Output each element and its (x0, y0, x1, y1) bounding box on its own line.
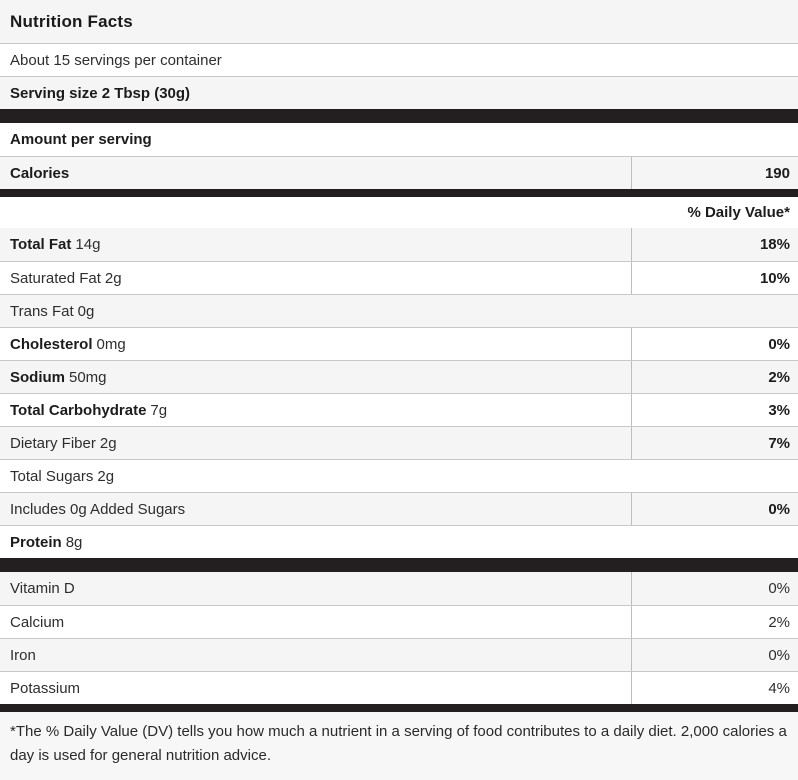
daily-value: 2% (768, 613, 790, 631)
daily-value: 18% (759, 236, 790, 253)
nutrient-amount: 2g (104, 269, 122, 287)
nutrient-name: Saturated Fat (10, 269, 101, 287)
nutrient-name: Total Carbohydrate (10, 401, 147, 419)
nutrient-name: Protein (10, 533, 62, 551)
section-bar-thin (0, 704, 798, 712)
nutrient-row: Protein 8g (0, 525, 798, 558)
nutrient-row: Total Fat 14g 18% (0, 228, 798, 261)
vitamin-row: Iron 0% (0, 638, 798, 671)
vitamin-name: Iron (10, 646, 36, 664)
nutrient-amount: 0g (77, 302, 95, 320)
serving-size-row: Serving size 2 Tbsp (30g) (0, 76, 798, 109)
daily-value-cell: 2% (631, 606, 798, 638)
vitamin-row: Calcium 2% (0, 605, 798, 638)
daily-value: 10% (759, 269, 790, 287)
daily-value-cell: 7% (631, 427, 798, 459)
daily-value-footnote: *The % Daily Value (DV) tells you how mu… (0, 712, 798, 780)
daily-value: 7% (768, 434, 790, 452)
section-bar-thick (0, 109, 798, 123)
amount-per-serving: Amount per serving (10, 131, 152, 148)
nutrient-amount: 2g (97, 467, 115, 485)
daily-value: 3% (768, 401, 790, 419)
nutrient-rows: Total Fat 14g 18% Saturated Fat 2g 10% Tra… (0, 228, 798, 558)
daily-value: 0% (768, 500, 790, 518)
vitamin-row: Vitamin D 0% (0, 572, 798, 605)
nutrient-name: Cholesterol (10, 335, 93, 353)
daily-value-cell: 0% (631, 639, 798, 671)
daily-value-cell: 18% (631, 228, 798, 261)
nutrient-row: Saturated Fat 2g 10% (0, 261, 798, 294)
nutrient-amount: 0mg (96, 335, 126, 353)
nutrient-name: Total Sugars (10, 467, 94, 485)
daily-value-cell: 3% (631, 394, 798, 426)
nutrient-amount: 7g (150, 401, 168, 419)
label-title: Nutrition Facts (10, 11, 133, 31)
daily-value: 0% (768, 335, 790, 353)
nutrient-name: Includes 0g Added Sugars (10, 500, 186, 518)
daily-value: 0% (768, 646, 790, 664)
vitamin-name: Calcium (10, 613, 65, 631)
servings-per-container-row: About 15 servings per container (0, 43, 798, 76)
servings-per-container: About 15 servings per container (10, 51, 222, 69)
nutrient-amount: 2g (99, 434, 117, 452)
nutrient-name: Total Fat (10, 236, 72, 253)
nutrient-name: Dietary Fiber (10, 434, 96, 452)
nutrient-amount: 14g (75, 236, 101, 253)
vitamin-row: Potassium 4% (0, 671, 798, 704)
daily-value-cell: 0% (631, 572, 798, 605)
serving-size: Serving size 2 Tbsp (30g) (10, 84, 191, 102)
daily-value: 4% (768, 679, 790, 697)
vitamin-name: Vitamin D (10, 580, 75, 597)
label-header: Nutrition Facts (0, 0, 798, 43)
nutrient-row: Total Carbohydrate 7g 3% (0, 393, 798, 426)
daily-value: 0% (768, 580, 790, 597)
nutrient-name: Trans Fat (10, 302, 74, 320)
daily-value-cell: 2% (631, 361, 798, 393)
daily-value-cell: 0% (631, 328, 798, 360)
section-bar-thin (0, 189, 798, 197)
calories-row: Calories 190 (0, 156, 798, 189)
vitamin-name: Potassium (10, 679, 81, 697)
daily-value-cell: 4% (631, 672, 798, 704)
daily-value-header-row: % Daily Value* (0, 197, 798, 228)
nutrient-row: Trans Fat 0g (0, 294, 798, 327)
calories-label: Calories (10, 164, 70, 182)
nutrient-row: Dietary Fiber 2g 7% (0, 426, 798, 459)
section-bar-thick (0, 558, 798, 572)
nutrient-row: Total Sugars 2g (0, 459, 798, 492)
vitamin-rows: Vitamin D 0% Calcium 2% Iron 0% Potassiu… (0, 572, 798, 704)
daily-value: 2% (768, 368, 790, 386)
nutrient-amount: 50mg (69, 368, 107, 386)
nutrient-row: Cholesterol 0mg 0% (0, 327, 798, 360)
nutrient-amount: 8g (65, 533, 83, 551)
amount-per-serving-row: Amount per serving (0, 123, 798, 156)
calories-value: 190 (764, 164, 790, 182)
nutrient-name: Sodium (10, 368, 65, 386)
nutrient-row: Sodium 50mg 2% (0, 360, 798, 393)
daily-value-header: % Daily Value* (687, 204, 790, 221)
nutrient-row: Includes 0g Added Sugars 0% (0, 492, 798, 525)
daily-value-cell: 0% (631, 493, 798, 525)
daily-value-cell: 10% (631, 262, 798, 294)
calories-value-cell: 190 (631, 157, 798, 189)
